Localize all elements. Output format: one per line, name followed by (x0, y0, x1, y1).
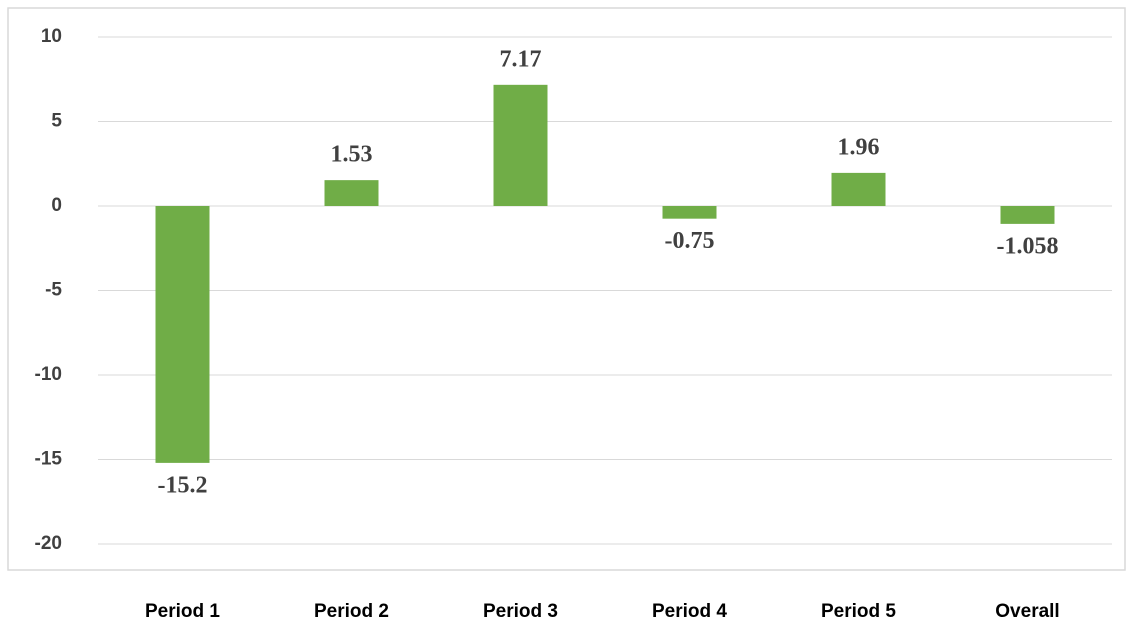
data-label: 1.53 (331, 142, 373, 168)
bar (831, 172, 886, 206)
data-label: 1.96 (838, 134, 880, 160)
data-label: -15.2 (158, 472, 208, 498)
y-tick-label: 10 (41, 26, 62, 47)
bar (662, 206, 717, 219)
data-label: -1.058 (997, 233, 1059, 259)
y-tick-label: -15 (35, 449, 63, 470)
data-label: -0.75 (665, 228, 715, 254)
bar (493, 84, 548, 206)
x-tick-label: Overall (995, 601, 1059, 622)
bar (1000, 206, 1055, 224)
bar (155, 206, 210, 463)
y-tick-label: -10 (35, 364, 62, 385)
x-tick-label: Period 4 (652, 601, 727, 622)
y-tick-label: -20 (35, 533, 62, 554)
x-tick-label: Period 1 (145, 601, 220, 622)
x-tick-label: Period 2 (314, 601, 389, 622)
y-tick-label: 0 (51, 195, 62, 216)
x-tick-label: Period 3 (483, 601, 558, 622)
bar (324, 180, 379, 206)
y-tick-label: 5 (51, 111, 62, 132)
x-tick-label: Period 5 (821, 601, 896, 622)
y-tick-label: -5 (45, 280, 62, 301)
data-label: 7.17 (500, 46, 542, 72)
